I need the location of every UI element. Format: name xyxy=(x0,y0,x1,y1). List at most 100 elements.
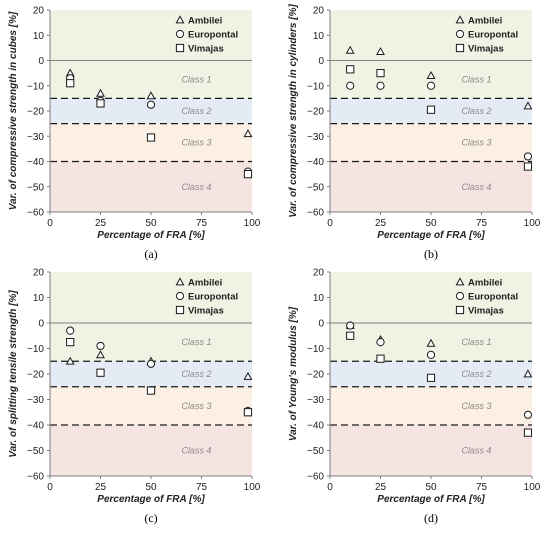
x-tick-label: 0 xyxy=(327,218,333,229)
data-point-vimajas xyxy=(146,386,156,395)
panel-label: (b) xyxy=(424,247,438,261)
legend-marker-europontal xyxy=(455,291,465,301)
data-point-vimajas xyxy=(146,133,156,142)
data-point-vimajas xyxy=(523,428,533,437)
band-label: Class 3 xyxy=(181,138,211,148)
x-tick-label: 25 xyxy=(375,482,387,493)
legend-label: Europontal xyxy=(188,292,238,303)
x-tick-label: 75 xyxy=(476,482,488,493)
band-label: Class 4 xyxy=(461,182,491,192)
y-tick-label: −30 xyxy=(27,395,44,406)
y-tick-label: −50 xyxy=(27,182,44,193)
data-point-ambilei xyxy=(345,45,355,54)
data-point-ambilei xyxy=(426,338,436,347)
band-class-4 xyxy=(50,161,252,212)
x-tick-label: 25 xyxy=(95,482,107,493)
band-label: Class 4 xyxy=(181,182,211,192)
y-tick-label: −20 xyxy=(27,370,44,381)
y-tick-label: −60 xyxy=(307,472,324,483)
data-point-ambilei xyxy=(426,71,436,80)
y-tick-label: −30 xyxy=(27,132,44,143)
data-point-europontal xyxy=(346,81,355,90)
data-point-vimajas xyxy=(96,368,105,377)
band-class-3 xyxy=(330,386,532,425)
y-tick-label: −10 xyxy=(27,81,44,92)
data-point-vimajas xyxy=(243,170,253,179)
x-tick-label: 25 xyxy=(95,218,107,229)
panel-label: (a) xyxy=(144,247,157,261)
band-label: Class 3 xyxy=(461,138,491,148)
band-label: Class 2 xyxy=(461,369,491,379)
y-tick-label: −20 xyxy=(27,107,44,118)
y-tick-label: −20 xyxy=(307,107,324,118)
band-label: Class 2 xyxy=(461,106,491,116)
band-label: Class 1 xyxy=(181,337,211,347)
band-class-1 xyxy=(50,323,252,362)
data-point-europontal xyxy=(346,321,355,330)
legend-marker-ambilei xyxy=(175,277,185,286)
y-tick-label: 20 xyxy=(33,268,45,279)
data-point-europontal xyxy=(523,410,533,419)
data-point-vimajas xyxy=(243,408,253,417)
data-point-vimajas xyxy=(376,354,385,363)
band-class-3 xyxy=(330,123,532,162)
data-point-vimajas xyxy=(66,79,75,88)
band-label: Class 1 xyxy=(461,337,491,347)
y-tick-label: 20 xyxy=(313,6,325,17)
legend-label: Ambilei xyxy=(468,278,502,289)
data-point-vimajas xyxy=(376,69,385,78)
data-point-ambilei xyxy=(243,129,253,138)
legend: Ambilei Europontal Vimajas xyxy=(455,277,518,317)
data-point-europontal xyxy=(146,100,156,109)
band-class-1 xyxy=(330,60,532,99)
legend-label: Ambilei xyxy=(468,16,502,27)
y-tick-label: −50 xyxy=(307,446,324,457)
legend-marker-ambilei xyxy=(175,15,185,24)
legend-marker-ambilei xyxy=(455,15,465,24)
legend-marker-ambilei xyxy=(455,277,465,286)
legend-label: Europontal xyxy=(188,30,238,41)
legend: Ambilei Europontal Vimajas xyxy=(175,277,238,317)
data-point-europontal xyxy=(376,81,385,90)
y-tick-label: −40 xyxy=(307,421,324,432)
x-tick-label: 100 xyxy=(524,218,541,229)
data-point-vimajas xyxy=(426,105,436,114)
x-tick-label: 50 xyxy=(425,218,437,229)
x-tick-label: 75 xyxy=(476,218,488,229)
x-tick-label: 100 xyxy=(244,482,261,493)
band-label: Class 1 xyxy=(461,74,491,84)
legend-label: Vimajas xyxy=(188,44,224,55)
data-point-europontal xyxy=(96,341,105,351)
data-point-europontal xyxy=(426,350,436,359)
legend-marker-europontal xyxy=(175,291,185,301)
legend: Ambilei Europontal Vimajas xyxy=(175,15,238,55)
legend-label: Europontal xyxy=(468,30,518,41)
x-tick-label: 50 xyxy=(145,482,157,493)
band-label: Class 3 xyxy=(181,401,211,411)
data-point-vimajas xyxy=(96,99,105,108)
band-class-3 xyxy=(50,123,252,162)
x-tick-label: 50 xyxy=(425,482,437,493)
x-tick-label: 75 xyxy=(196,218,208,229)
y-tick-label: −40 xyxy=(27,157,44,168)
band-label: Class 4 xyxy=(181,446,211,456)
data-point-vimajas xyxy=(346,65,355,74)
data-point-europontal xyxy=(523,152,533,161)
legend-marker-vimajas xyxy=(175,43,185,53)
data-point-ambilei xyxy=(96,350,105,359)
y-tick-label: 0 xyxy=(38,56,44,67)
y-tick-label: −50 xyxy=(307,182,324,193)
band-label: Class 1 xyxy=(181,74,211,84)
y-tick-label: 0 xyxy=(318,56,324,67)
y-tick-label: −30 xyxy=(307,132,324,143)
legend-marker-europontal xyxy=(455,29,465,39)
data-point-europontal xyxy=(66,326,75,335)
x-axis-label: Percentage of FRA [%] xyxy=(377,494,485,505)
y-tick-label: −30 xyxy=(307,395,324,406)
data-point-ambilei xyxy=(376,47,385,56)
data-point-europontal xyxy=(426,81,436,90)
x-axis-label: Percentage of FRA [%] xyxy=(377,230,485,241)
x-tick-label: 0 xyxy=(47,482,53,493)
